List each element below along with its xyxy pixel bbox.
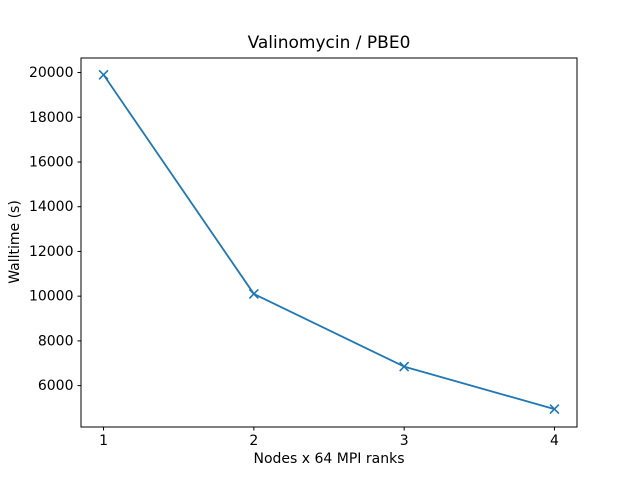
axes-spines — [80, 57, 578, 428]
x-tick-label: 2 — [249, 433, 258, 449]
x-tick-label: 4 — [550, 433, 559, 449]
x-axis-label: Nodes x 64 MPI ranks — [253, 451, 405, 467]
x-tick-label: 1 — [99, 433, 108, 449]
data-line — [102, 74, 555, 410]
data-point-marker-x — [98, 69, 109, 80]
y-tick-label: 16000 — [29, 154, 74, 170]
y-tick-label: 12000 — [29, 244, 74, 260]
y-tick-label: 10000 — [29, 289, 74, 305]
y-tick-label: 20000 — [29, 65, 74, 81]
data-point-marker-x — [399, 361, 409, 372]
y-tick-label: 14000 — [29, 199, 74, 215]
y-tick-label: 6000 — [38, 378, 74, 394]
data-point-marker-x — [249, 289, 259, 299]
chart-title: Valinomycin / PBE0 — [247, 33, 411, 53]
y-tick-label: 18000 — [29, 110, 74, 126]
x-tick-label: 3 — [400, 433, 409, 449]
y-tick-label: 8000 — [38, 333, 74, 349]
data-point-marker-x — [549, 404, 560, 414]
y-axis-label: Walltime (s) — [7, 200, 23, 284]
